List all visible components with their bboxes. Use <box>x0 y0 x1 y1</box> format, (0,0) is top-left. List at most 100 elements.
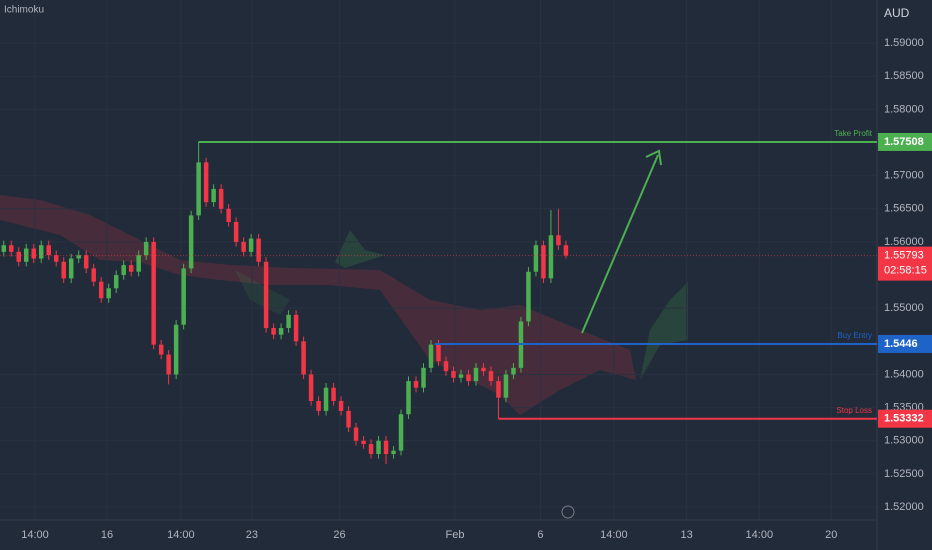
candle-body <box>323 387 329 411</box>
candle-body <box>473 367 479 382</box>
x-tick-label: 26 <box>333 529 345 541</box>
x-tick-label: 14:00 <box>746 529 774 541</box>
y-tick-label: 1.56500 <box>884 203 924 215</box>
level-price: 1.57508 <box>884 136 924 148</box>
candle-body <box>181 268 186 325</box>
countdown-label: 02:58:15 <box>884 265 927 277</box>
candle-body <box>263 261 269 329</box>
candle-body <box>203 162 209 203</box>
candle-body <box>83 255 89 269</box>
x-tick-label: 14:00 <box>21 529 49 541</box>
candle-body <box>106 288 111 299</box>
x-tick-label: 13 <box>680 529 692 541</box>
candle-body <box>526 271 531 322</box>
candle-body <box>173 324 179 375</box>
candle-body <box>188 215 194 269</box>
candle-body <box>361 440 366 445</box>
plot-area <box>0 195 688 415</box>
level-box <box>878 409 932 428</box>
ichimoku-cloud <box>235 270 290 315</box>
current-price-label: 1.55793 <box>884 250 924 262</box>
indicator-label: Ichimoku <box>4 5 44 16</box>
candle-body <box>256 238 261 262</box>
y-tick-label: 1.56000 <box>884 236 924 248</box>
candle-body <box>368 444 374 454</box>
y-tick-label: 1.58000 <box>884 103 924 115</box>
candle-body <box>68 258 74 279</box>
current-price-box <box>878 246 932 281</box>
y-tick-label: 1.59000 <box>884 37 924 49</box>
candle-body <box>61 261 66 279</box>
candle-body <box>301 341 306 375</box>
level-name: Stop Loss <box>836 406 872 415</box>
candle-body <box>143 241 149 256</box>
candle-body <box>316 400 321 411</box>
candle-body <box>233 222 239 242</box>
candle-body <box>406 381 411 415</box>
candle-body <box>226 208 231 223</box>
candle-body <box>211 188 216 203</box>
candle-body <box>16 251 21 262</box>
candle-body <box>278 328 284 335</box>
arrow <box>581 154 659 334</box>
candle-body <box>248 238 254 252</box>
candle-body <box>436 344 441 362</box>
level-box <box>878 132 932 151</box>
candle-body <box>533 245 539 272</box>
candle-body <box>376 440 381 454</box>
candle-body <box>53 255 59 262</box>
candle-body <box>218 188 224 209</box>
candle-body <box>128 265 134 272</box>
candle-body <box>241 241 246 252</box>
candle-body <box>166 354 171 375</box>
y-tick-label: 1.55000 <box>884 302 924 314</box>
x-tick-label: 14:00 <box>600 529 628 541</box>
candle-body <box>8 245 14 252</box>
candle-body <box>383 440 389 454</box>
x-tick-label: 6 <box>537 529 543 541</box>
candle-body <box>563 245 569 256</box>
level-price: 1.5446 <box>884 338 918 350</box>
y-tick-label: 1.57000 <box>884 170 924 182</box>
candle-body <box>31 248 36 259</box>
y-tick-label: 1.52000 <box>884 501 924 513</box>
candle-body <box>428 344 434 368</box>
ichimoku-cloud <box>335 230 385 268</box>
candle-body <box>481 367 486 372</box>
candle-body <box>353 427 359 441</box>
icon <box>561 505 575 519</box>
candle-body <box>496 381 501 398</box>
candle-body <box>421 367 426 388</box>
candle-body <box>286 314 291 329</box>
candle-body <box>23 248 29 262</box>
candle-body <box>556 235 561 246</box>
candle-body <box>458 374 464 378</box>
candle-body <box>91 268 96 282</box>
ichimoku-cloud <box>0 195 636 415</box>
candle-body <box>511 367 516 375</box>
candle-body <box>98 281 104 299</box>
y-tick-label: 1.58500 <box>884 70 924 82</box>
x-tick-label: 14:00 <box>167 529 195 541</box>
candle-body <box>1 245 6 252</box>
x-tick-label: Feb <box>446 529 465 541</box>
y-tick-label: 1.52500 <box>884 468 924 480</box>
level-box <box>878 334 932 353</box>
y-tick-label: 1.53000 <box>884 435 924 447</box>
x-tick-label: 23 <box>246 529 258 541</box>
candle-body <box>293 314 299 342</box>
candle-body <box>331 387 336 401</box>
candle-body <box>196 162 201 216</box>
candle-body <box>503 374 509 398</box>
candle-body <box>271 328 276 335</box>
candle-body <box>398 414 404 451</box>
candle-body <box>541 245 546 279</box>
arrow-head <box>645 149 662 166</box>
candle-body <box>158 344 164 355</box>
candle-body <box>413 381 419 388</box>
level-price: 1.53332 <box>884 413 924 425</box>
candle-body <box>308 374 314 401</box>
candle-body <box>121 265 126 276</box>
